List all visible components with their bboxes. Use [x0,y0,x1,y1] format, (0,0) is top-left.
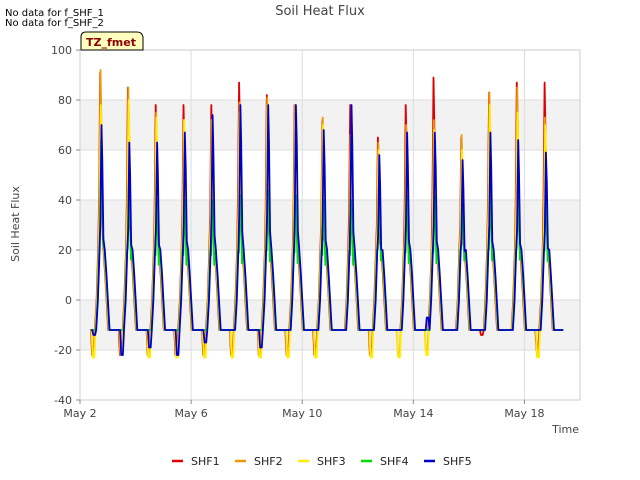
series-lines [90,69,564,359]
x-tick-label: May 2 [63,407,96,420]
legend-label-shf3: SHF3 [317,455,346,468]
y-axis: -40 -20 0 20 40 60 80 100 [51,44,80,407]
y-tick-label: 0 [65,294,72,307]
chart-title: Soil Heat Flux [275,4,365,19]
y-axis-label: Soil Heat Flux [9,186,22,262]
x-tick-label: May 10 [282,407,322,420]
series-shf5-line [91,104,564,356]
legend-label-shf1: SHF1 [191,455,220,468]
no-data-note-1: No data for f_SHF_1 [5,8,104,19]
no-data-note-2: No data for f_SHF_2 [5,18,104,29]
y-tick-label: 60 [58,144,72,157]
site-label-background [80,31,144,51]
legend-label-shf2: SHF2 [254,455,283,468]
site-label-text: TZ_fmet [86,36,136,49]
plot-frame [79,49,581,401]
grid-band [80,100,580,150]
legend: SHF1 SHF2 SHF3 SHF4 SHF5 [172,455,472,468]
x-tick-label: May 18 [504,407,544,420]
legend-label-shf5: SHF5 [443,455,472,468]
x-tick-label: May 14 [393,407,433,420]
y-tick-label: 100 [51,44,72,57]
x-axis-label: Time [551,423,579,436]
y-tick-label: 40 [58,194,72,207]
x-axis: May 2 May 6 May 10 May 14 May 18 [63,400,545,420]
y-tick-label: 80 [58,94,72,107]
grid-band [80,200,580,250]
legend-label-shf4: SHF4 [380,455,409,468]
x-tick-label: May 6 [174,407,207,420]
y-tick-label: 20 [58,244,72,257]
y-tick-label: -40 [54,394,72,407]
site-label-box: TZ_fmet [80,31,144,51]
y-tick-label: -20 [54,344,72,357]
